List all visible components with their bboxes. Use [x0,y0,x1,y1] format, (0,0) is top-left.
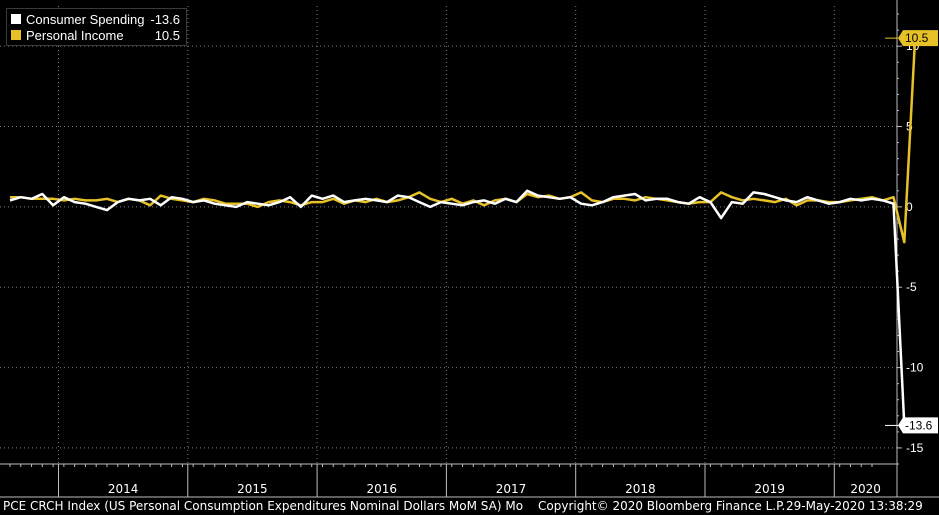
grid-lines [0,6,897,464]
last-value-tag: 10.5 [885,30,938,47]
tag-box [898,30,938,47]
x-tick-label: 2018 [625,482,656,496]
legend-value: -13.6 [150,11,180,27]
tag-box [898,417,938,434]
x-tick-label: 2014 [108,482,139,496]
series-line-personal-income [10,38,917,244]
y-tick-label: -10 [906,361,924,375]
legend-item-consumer-spending: Consumer Spending -13.6 [11,11,180,27]
legend-label: Personal Income [26,27,124,43]
footer-bar: PCE CRCH Index (US Personal Consumption … [0,497,939,515]
series-line-consumer-spending [9,189,906,426]
y-tick-label: -5 [906,280,917,294]
footer-copyright: Copyright© 2020 Bloomberg Finance L.P. [538,499,786,513]
legend-swatch-gold [11,30,21,40]
legend-swatch-white [11,14,21,24]
x-tick-label: 2015 [237,482,268,496]
legend: Consumer Spending -13.6 Personal Income … [6,8,187,46]
tag-label: 10.5 [905,31,929,45]
series-lines [9,38,917,426]
legend-label: Consumer Spending [26,11,145,27]
legend-value: 10.5 [154,27,180,43]
y-tick-label: 0 [906,200,913,214]
footer-index-description: PCE CRCH Index (US Personal Consumption … [3,499,524,513]
last-value-tags: -13.6 10.5 [885,30,938,434]
x-axis: 2014 2015 2016 2017 2018 2019 2020 [0,463,939,498]
last-value-tag: -13.6 [885,417,938,434]
y-tick-label: -15 [906,441,924,455]
footer-timestamp: 29-May-2020 13:38:29 [786,499,923,513]
x-tick-label: 2020 [850,482,881,496]
x-tick-label: 2017 [496,482,527,496]
x-tick-label: 2019 [754,482,785,496]
tag-label: -13.6 [905,418,933,432]
legend-item-personal-income: Personal Income 10.5 [11,27,180,43]
x-tick-label: 2016 [366,482,397,496]
